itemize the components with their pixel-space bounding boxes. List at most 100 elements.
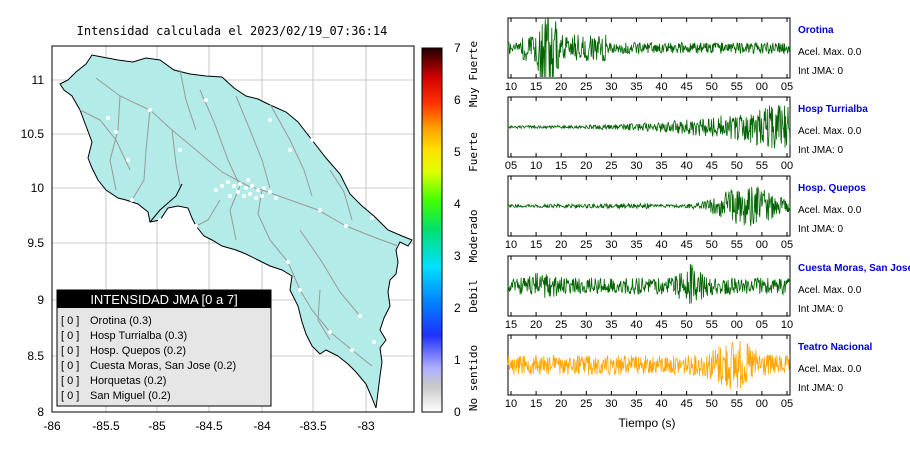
time-tick-label: 10 (530, 160, 542, 172)
costa-rica-landmass (59, 54, 413, 409)
lat-tick: 8.5 (27, 349, 44, 363)
max-acceleration: Acel. Max. 0.0 (798, 47, 862, 58)
time-tick-label: 15 (530, 81, 542, 93)
trace-panel: 05 10 15 20 25 30 35 40 45 50 55 00 Hosp Turrialba Ac… (505, 96, 868, 172)
colorbar-label-moderado: Moderado (467, 210, 480, 263)
colorbar-tick: 4 (454, 197, 461, 211)
legend-row-value: [ 0 ] (61, 390, 79, 402)
time-tick-label: 10 (505, 398, 517, 410)
time-tick-label: 10 (781, 319, 793, 331)
time-tick-label: 55 (706, 319, 718, 331)
jma-intensity: Int JMA: 0 (798, 145, 843, 156)
legend-row-value: [ 0 ] (61, 330, 79, 342)
time-tick-label: 35 (630, 239, 642, 251)
time-tick-label: 25 (605, 160, 617, 172)
lat-tick: 9.5 (27, 236, 44, 250)
station-name: Teatro Nacional (798, 342, 872, 353)
colorbar-labels: Muy Fuerte Fuerte Moderado Debil No sent… (467, 41, 480, 411)
colorbar-ticks: 7 6 5 4 3 2 1 0 (454, 41, 461, 419)
max-acceleration: Acel. Max. 0.0 (798, 364, 862, 375)
time-axis-label: Tiempo (s) (619, 416, 676, 430)
legend-title: INTENSIDAD JMA [0 a 7] (90, 292, 237, 307)
trace-panel: 10 15 20 25 30 35 40 45 50 55 00 05 Teatro Nacional A… (505, 334, 872, 410)
time-tick-label: 50 (706, 239, 718, 251)
time-tick-label: 30 (580, 319, 592, 331)
time-tick-label: 50 (731, 160, 743, 172)
jma-intensity: Int JMA: 0 (798, 304, 843, 315)
time-tick-label: 35 (605, 319, 617, 331)
jma-intensity: Int JMA: 0 (798, 66, 843, 77)
time-tick-label: 05 (756, 319, 768, 331)
time-tick-label: 55 (731, 81, 743, 93)
lat-tick: 10 (31, 181, 45, 195)
time-tick-label: 40 (681, 160, 693, 172)
colorbar-label-debil: Debil (467, 279, 480, 312)
time-tick-label: 05 (781, 81, 793, 93)
time-tick-label: 50 (706, 398, 718, 410)
colorbar-tick: 6 (454, 93, 461, 107)
time-tick-label: 00 (781, 160, 793, 172)
time-tick-label: 15 (530, 239, 542, 251)
time-tick-label: 30 (605, 398, 617, 410)
lon-tick: -85 (148, 419, 166, 433)
colorbar-tick: 7 (454, 41, 461, 55)
colorbar-tick: 3 (454, 249, 461, 263)
time-tick-label: 45 (655, 319, 667, 331)
waveform (507, 105, 791, 149)
time-tick-label: 20 (555, 239, 567, 251)
time-tick-label: 25 (580, 239, 592, 251)
station-name: Orotina (798, 25, 834, 36)
station-name: Hosp. Quepos (798, 183, 866, 194)
time-tick-label: 40 (655, 398, 667, 410)
time-tick-label: 10 (505, 81, 517, 93)
time-tick-label: 25 (580, 81, 592, 93)
time-tick-label: 15 (530, 398, 542, 410)
legend-row-station: Hosp. Quepos (0.2) (90, 345, 186, 357)
time-tick-label: 20 (555, 81, 567, 93)
legend-row-station: Horquetas (0.2) (90, 375, 166, 387)
lon-tick: -84 (253, 419, 271, 433)
legend-row-value: [ 0 ] (61, 315, 79, 327)
intensity-colorbar: 7 6 5 4 3 2 1 0 Muy Fuerte Fuerte Modera… (421, 41, 480, 419)
legend-rows: [ 0 ] Orotina (0.3) [ 0 ] Hosp Turrialba (0… (61, 315, 236, 402)
lon-tick: -86 (43, 419, 61, 433)
waveform (507, 18, 791, 78)
time-tick-label: 20 (580, 160, 592, 172)
waveform (507, 341, 791, 390)
time-tick-label: 55 (756, 160, 768, 172)
legend-row-station: Orotina (0.3) (90, 315, 152, 327)
time-tick-label: 25 (555, 319, 567, 331)
time-tick-label: 40 (655, 81, 667, 93)
time-tick-label: 25 (580, 398, 592, 410)
legend-row-value: [ 0 ] (61, 360, 79, 372)
lon-tick: -85.5 (92, 419, 120, 433)
time-tick-label: 15 (505, 319, 517, 331)
lat-tick: 11 (32, 73, 45, 87)
time-tick-label: 30 (605, 81, 617, 93)
legend-row-value: [ 0 ] (61, 345, 79, 357)
time-tick-label: 55 (731, 398, 743, 410)
station-markers (106, 98, 376, 352)
trace-panel: 15 20 25 30 35 40 45 50 55 00 05 10 Cuesta Moras, Sa… (505, 255, 910, 331)
map-panel: -86 -85.5 -85 -84.5 -84 -83.5 -83 11 10.… (21, 45, 415, 433)
trace-panel: 10 15 20 25 30 35 40 45 50 55 00 05 Orotina Acel. Max… (505, 17, 862, 93)
time-tick-label: 45 (681, 239, 693, 251)
trace-panel: 10 15 20 25 30 35 40 45 50 55 00 05 Hosp. Quepos Acel… (505, 175, 866, 251)
colorbar-tick: 1 (454, 353, 461, 367)
longitude-ticks: -86 -85.5 -85 -84.5 -84 -83.5 -83 (43, 419, 375, 433)
max-acceleration: Acel. Max. 0.0 (798, 285, 862, 296)
lat-tick: 8 (37, 405, 44, 419)
time-tick-label: 00 (756, 239, 768, 251)
colorbar-label-no-sentido: No sentido (467, 345, 480, 411)
time-tick-label: 20 (530, 319, 542, 331)
station-name: Cuesta Moras, San Jose (798, 263, 910, 274)
time-tick-label: 05 (505, 160, 517, 172)
time-tick-label: 20 (555, 398, 567, 410)
legend-row-value: [ 0 ] (61, 375, 79, 387)
jma-intensity: Int JMA: 0 (798, 224, 843, 235)
time-tick-label: 00 (756, 81, 768, 93)
time-tick-label: 45 (681, 398, 693, 410)
map-title: Intensidad calculada el 2023/02/19_07:36… (77, 24, 388, 38)
time-tick-label: 35 (630, 398, 642, 410)
